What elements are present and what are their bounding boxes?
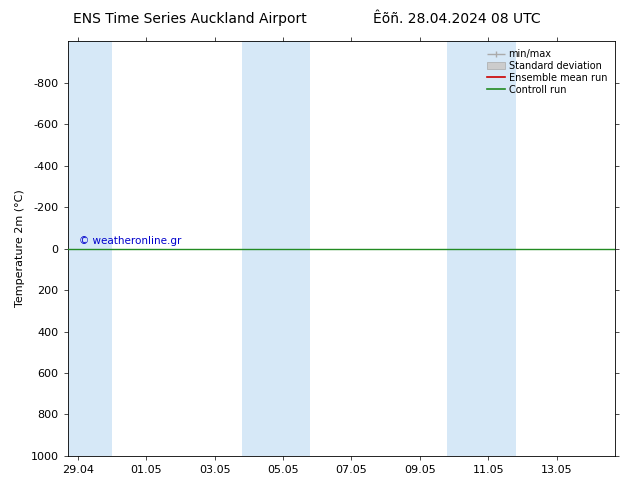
Text: Êõñ. 28.04.2024 08 UTC: Êõñ. 28.04.2024 08 UTC	[373, 12, 540, 26]
Text: ENS Time Series Auckland Airport: ENS Time Series Auckland Airport	[74, 12, 307, 26]
Bar	[242, 41, 276, 456]
Legend: min/max, Standard deviation, Ensemble mean run, Controll run: min/max, Standard deviation, Ensemble me…	[484, 46, 610, 98]
Bar	[68, 41, 112, 456]
Bar	[481, 41, 515, 456]
Text: © weatheronline.gr: © weatheronline.gr	[79, 236, 181, 246]
Y-axis label: Temperature 2m (°C): Temperature 2m (°C)	[15, 190, 25, 307]
Bar	[276, 41, 311, 456]
Bar	[447, 41, 481, 456]
